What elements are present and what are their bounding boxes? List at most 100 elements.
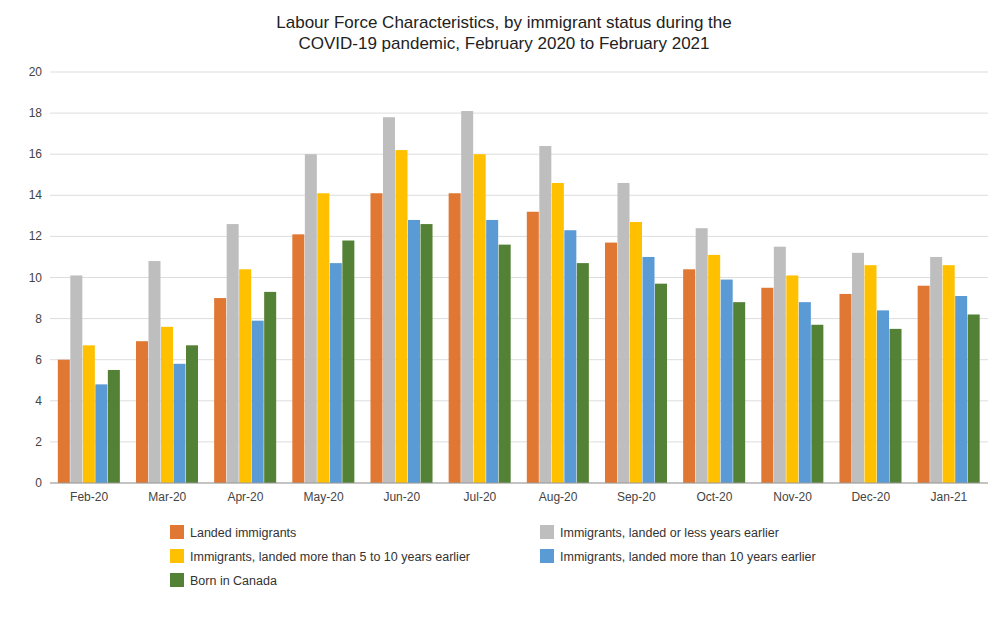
bar (383, 117, 395, 483)
legend-swatch (170, 549, 184, 563)
title: Labour Force Characteristics, by immigra… (276, 13, 731, 53)
legend-swatch (540, 525, 554, 539)
y-tick-label: 12 (29, 229, 43, 243)
x-tick-label: May-20 (304, 490, 344, 504)
bar (577, 263, 589, 483)
bar (708, 255, 720, 483)
legend-swatch (170, 525, 184, 539)
y-tick-label: 0 (35, 476, 42, 490)
bar (239, 269, 251, 483)
bar (918, 286, 930, 483)
grid-line (50, 277, 988, 278)
bar (292, 234, 304, 483)
bar (655, 284, 667, 483)
legend-label: Born in Canada (190, 574, 277, 588)
x-tick-label: Feb-20 (70, 490, 108, 504)
bar (83, 345, 95, 483)
series (58, 193, 930, 483)
bar (370, 193, 382, 483)
x-axis-line (50, 483, 988, 484)
bar (930, 257, 942, 483)
y-tick-label: 20 (29, 65, 43, 79)
chart-container: Labour Force Characteristics, by immigra… (0, 0, 1008, 623)
legend-label: Immigrants, landed more than 5 to 10 yea… (190, 550, 470, 564)
series (95, 220, 967, 483)
bar (252, 321, 264, 483)
bar (630, 222, 642, 483)
legend-item: Immigrants, landed more than 5 to 10 yea… (170, 549, 470, 564)
grid-line (50, 483, 988, 484)
bar (539, 146, 551, 483)
x-tick-label: Jun-20 (383, 490, 420, 504)
bar (264, 292, 276, 483)
bar (852, 253, 864, 483)
bar (330, 263, 342, 483)
legend-label: Immigrants, landed more than 10 years ea… (560, 550, 816, 564)
bar (214, 298, 226, 483)
legend-label: Immigrants, landed or less years earlier (560, 526, 779, 540)
legend-label: Landed immigrants (190, 526, 296, 540)
bar (552, 183, 564, 483)
bar (617, 183, 629, 483)
x-tick-label: Apr-20 (227, 490, 263, 504)
legend-item: Born in Canada (170, 573, 277, 588)
bar (799, 302, 811, 483)
bar (186, 345, 198, 483)
title-line: COVID-19 pandemic, February 2020 to Febr… (298, 34, 709, 53)
bar (317, 193, 329, 483)
legend-item: Landed immigrants (170, 525, 296, 540)
grid-line (50, 195, 988, 196)
bar (486, 220, 498, 483)
bar (968, 314, 980, 483)
bar (342, 241, 354, 483)
y-tick-label: 18 (29, 106, 43, 120)
bar (721, 280, 733, 483)
bar (227, 224, 239, 483)
bar (774, 247, 786, 483)
bar (564, 230, 576, 483)
bar (696, 228, 708, 483)
bar (527, 212, 539, 483)
bar (839, 294, 851, 483)
series (83, 150, 955, 483)
x-axis: Feb-20Mar-20Apr-20May-20Jun-20Jul-20Aug-… (50, 483, 988, 504)
bar (643, 257, 655, 483)
bar (95, 384, 107, 483)
bar (58, 360, 70, 483)
series (108, 224, 980, 483)
chart: Labour Force Characteristics, by immigra… (0, 0, 1008, 623)
grid-line (50, 236, 988, 237)
bar (890, 329, 902, 483)
bar (499, 245, 511, 483)
bar (733, 302, 745, 483)
bar (136, 341, 148, 483)
grid-line (50, 72, 988, 73)
bar (148, 261, 160, 483)
bar (683, 269, 695, 483)
x-tick-label: Dec-20 (851, 490, 890, 504)
bar (877, 310, 889, 483)
bar (421, 224, 433, 483)
y-tick-label: 4 (35, 394, 42, 408)
y-tick-label: 14 (29, 188, 43, 202)
bar (811, 325, 823, 483)
x-tick-label: Jan-21 (931, 490, 968, 504)
bar (461, 111, 473, 483)
x-tick-label: Sep-20 (617, 490, 656, 504)
bar (449, 193, 461, 483)
bar (161, 327, 173, 483)
bar (305, 154, 317, 483)
grid-line (50, 154, 988, 155)
bar (408, 220, 420, 483)
x-tick-label: Jul-20 (464, 490, 497, 504)
bars (58, 111, 980, 483)
legend-item: Immigrants, landed or less years earlier (540, 525, 779, 540)
legend: Landed immigrants Immigrants, landed or l… (170, 525, 816, 588)
y-tick-label: 16 (29, 147, 43, 161)
y-tick-label: 6 (35, 353, 42, 367)
bar (70, 275, 82, 483)
bar (786, 275, 798, 483)
y-tick-label: 8 (35, 312, 42, 326)
grid-line (50, 113, 988, 114)
bar (108, 370, 120, 483)
